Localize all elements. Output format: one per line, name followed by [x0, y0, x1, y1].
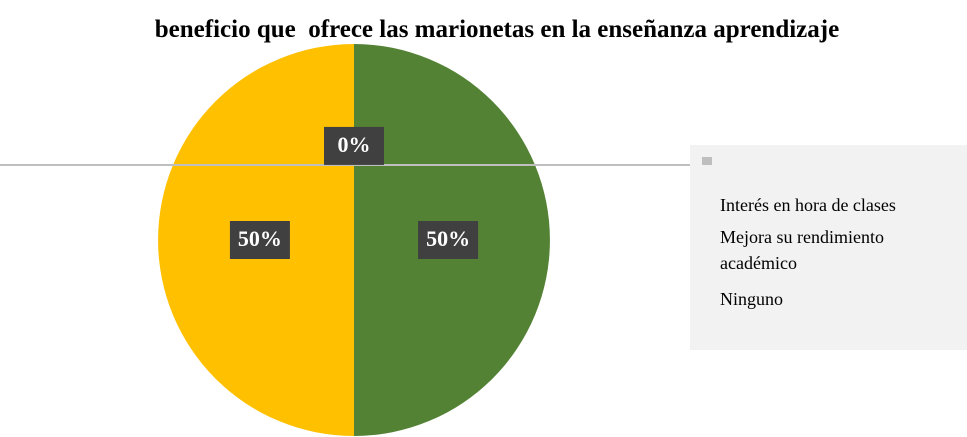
data-label: 50% [238, 226, 282, 251]
data-label: 50% [426, 226, 470, 251]
legend: Interés en hora de clases Mejora su rendi… [690, 145, 967, 350]
label-box [229, 221, 290, 259]
slices [158, 44, 550, 436]
label-box [418, 221, 479, 259]
legend-entry: Interés en hora de clases [720, 195, 896, 215]
labels: 50% 50% 0% [229, 126, 479, 259]
legend-entry: Ninguno [720, 289, 783, 309]
legend-handle [702, 157, 712, 165]
chart-title: beneficio que ofrece las marionetas en l… [154, 16, 840, 43]
data-label: 0% [338, 132, 371, 157]
legend-entry: Mejora su rendimiento académico [720, 227, 884, 273]
label-box [324, 126, 384, 165]
